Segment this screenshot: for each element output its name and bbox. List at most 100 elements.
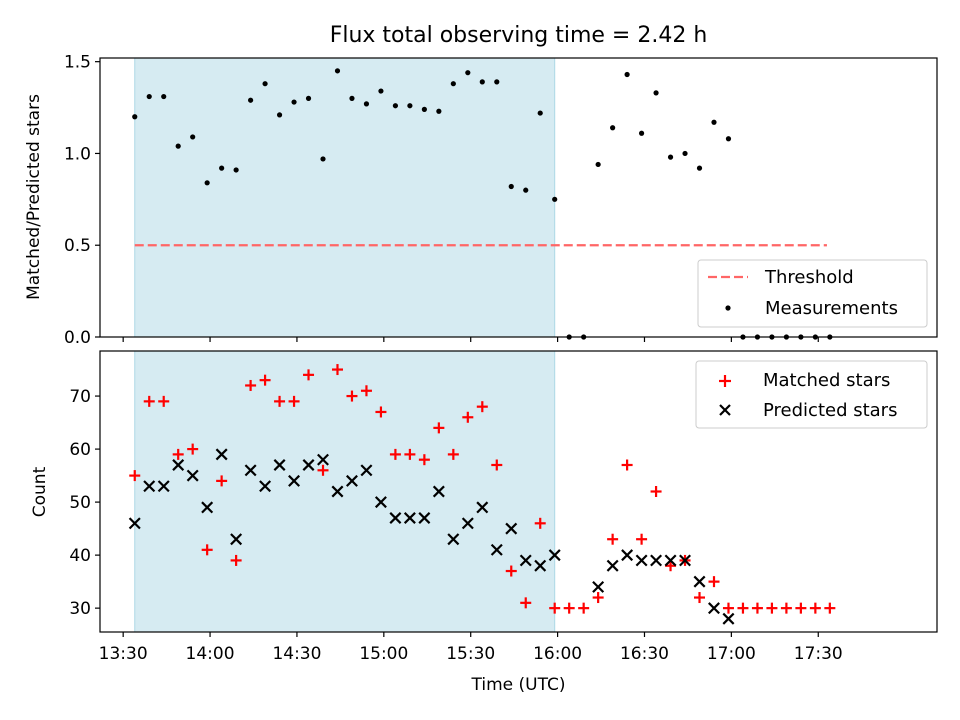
predicted-star-point	[519, 554, 532, 567]
predicted-star-point	[548, 549, 561, 562]
matched-star-point	[201, 544, 213, 556]
predicted-star-point	[635, 554, 648, 567]
legend-matched-swatch	[719, 375, 731, 387]
top-x-ticks	[122, 337, 819, 342]
bottom-y-tick-label: 40	[69, 546, 91, 566]
predicted-star-point	[403, 512, 416, 524]
predicted-star-point	[143, 480, 156, 493]
measurement-point	[204, 180, 210, 186]
legend-matched-label: Matched stars	[763, 370, 890, 391]
matched-star-point	[288, 395, 300, 407]
x-tick-label: 13:30	[99, 644, 148, 664]
matched-star-point	[520, 597, 532, 609]
matched-star-point	[346, 390, 358, 402]
predicted-star-point	[679, 554, 692, 567]
matched-star-point	[317, 464, 329, 476]
measurement-point	[450, 81, 456, 87]
matched-star-point	[433, 422, 445, 434]
matched-star-point	[665, 560, 677, 572]
predicted-star-point	[592, 580, 605, 593]
x-tick-label: 14:30	[272, 644, 321, 664]
bottom-legend-box	[695, 360, 928, 429]
measurement-point	[711, 119, 717, 125]
legend-measurements-label: Measurements	[765, 298, 898, 319]
predicted-star-point	[128, 517, 141, 530]
legend-predicted-label: Predicted stars	[763, 400, 897, 421]
measurement-point	[682, 150, 688, 157]
matched-star-point	[607, 533, 619, 545]
predicted-star-point	[317, 453, 329, 466]
measurement-point	[552, 196, 558, 202]
matched-star-point	[274, 395, 286, 407]
measurement-point	[725, 136, 732, 142]
measurement-point	[624, 71, 630, 78]
matched-star-point	[129, 470, 141, 482]
measurement-point	[291, 99, 297, 105]
predicted-star-point	[157, 480, 170, 493]
measurement-point	[349, 95, 355, 101]
measurement-point	[175, 143, 181, 149]
matched-star-point	[708, 576, 720, 588]
predicted-stars-points	[128, 448, 735, 625]
matched-star-point	[795, 602, 807, 614]
matched-star-point	[563, 602, 575, 614]
matched-star-point	[650, 486, 662, 497]
predicted-star-point	[172, 459, 185, 471]
x-tick-label: 14:00	[186, 644, 235, 664]
predicted-star-point	[708, 602, 720, 615]
top-legend: Threshold Measurements	[697, 259, 928, 328]
measurement-point	[233, 167, 239, 173]
predicted-star-point	[664, 554, 677, 567]
predicted-star-point	[360, 464, 373, 477]
measurement-point	[494, 79, 500, 85]
matched-star-point	[476, 401, 488, 413]
matched-star-point	[418, 454, 430, 466]
matched-star-point	[824, 602, 836, 614]
predicted-star-point	[215, 448, 228, 461]
matched-star-point	[158, 395, 170, 407]
matched-star-point	[549, 602, 561, 614]
matched-star-point	[766, 602, 778, 614]
x-axis-label: Time (UTC)	[471, 675, 566, 695]
x-tick-label: 16:30	[620, 644, 669, 664]
measurement-point	[161, 93, 167, 100]
predicted-star-point	[389, 512, 402, 524]
matched-star-point	[592, 592, 604, 604]
measurement-point	[653, 90, 659, 96]
x-tick-label: 15:00	[359, 644, 408, 664]
matched-star-point	[331, 364, 343, 376]
measurement-point	[262, 81, 268, 87]
predicted-star-point	[447, 533, 460, 546]
measurement-point	[537, 110, 543, 116]
matched-star-point	[172, 448, 184, 460]
matched-star-point	[722, 602, 734, 614]
measurement-point	[479, 79, 485, 85]
matched-star-point	[491, 459, 503, 471]
top-y-ticks: 0.0 0.5 1.0 1.5	[64, 53, 100, 348]
measurement-point	[696, 165, 703, 171]
measurement-points	[132, 68, 833, 340]
x-tick-label: 17:00	[707, 644, 756, 664]
matched-star-point	[230, 554, 242, 566]
measurement-point	[219, 165, 225, 171]
bottom-y-ticks: 30 40 50 60 70	[69, 387, 100, 619]
matched-star-point	[187, 443, 199, 455]
matched-star-point	[389, 448, 401, 460]
bottom-shaded-span	[134, 350, 556, 633]
top-y-tick-label: 0.0	[64, 328, 91, 348]
top-y-tick-label: 1.5	[64, 53, 91, 73]
legend-threshold-label: Threshold	[764, 267, 854, 288]
predicted-star-point	[476, 501, 489, 514]
predicted-star-point	[230, 533, 243, 546]
matched-star-point	[245, 379, 257, 391]
matched-star-point	[360, 385, 372, 397]
measurement-point	[610, 125, 616, 131]
measurement-point	[508, 183, 514, 190]
matched-stars-points	[129, 364, 836, 614]
chart-title: Flux total observing time = 2.42 h	[330, 23, 708, 48]
predicted-star-point	[244, 464, 257, 477]
measurement-point	[523, 187, 529, 193]
measurement-point	[305, 95, 312, 101]
measurement-point	[334, 68, 341, 74]
